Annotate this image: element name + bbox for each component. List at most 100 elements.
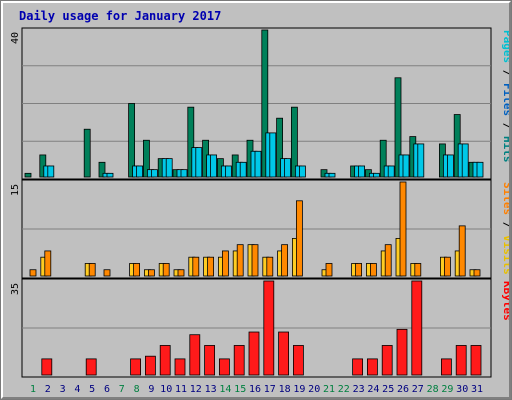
bar-sites-day-17 <box>266 256 274 277</box>
bar-sites-day-18 <box>281 244 289 277</box>
bar-sites-day-8 <box>133 263 141 277</box>
bar-pages-day-21 <box>328 172 336 178</box>
bar-pages-day-27 <box>417 143 425 178</box>
bar-sites-day-13 <box>207 256 215 277</box>
bar-hits-day-25 <box>379 139 387 178</box>
x-tick-label-day-16: 16 <box>249 384 261 395</box>
y-axis-max-label: 40 <box>10 32 21 44</box>
bar-kbytes-day-29 <box>440 358 452 376</box>
bar-pages-day-2 <box>47 165 55 178</box>
bar-sites-day-16 <box>251 244 259 277</box>
x-tick-label-day-22: 22 <box>338 384 350 395</box>
bar-hits-day-19 <box>290 106 298 178</box>
series-legend-label: KBytes <box>501 281 511 321</box>
x-tick-label-day-15: 15 <box>234 384 246 395</box>
bar-pages-day-24 <box>372 172 380 178</box>
bar-pages-day-12 <box>195 147 203 178</box>
bar-sites-day-9 <box>147 269 155 277</box>
x-tick-label-day-27: 27 <box>412 384 424 395</box>
chart-title: Daily usage for January 2017 <box>19 9 221 23</box>
bar-pages-day-31 <box>476 161 484 178</box>
bar-pages-day-25 <box>387 165 395 178</box>
bar-sites-day-6 <box>103 269 111 277</box>
bar-kbytes-day-13 <box>204 345 216 376</box>
x-tick-label-day-2: 2 <box>45 384 51 395</box>
x-tick-label-day-14: 14 <box>219 384 231 395</box>
x-tick-label-day-29: 29 <box>441 384 453 395</box>
bar-sites-day-11 <box>177 269 185 277</box>
bar-hits-day-17 <box>261 29 269 178</box>
x-tick-label-day-7: 7 <box>119 384 125 395</box>
bar-hits-day-9 <box>142 139 150 178</box>
bar-hits-day-12 <box>187 106 195 178</box>
x-tick-label-day-10: 10 <box>160 384 172 395</box>
bar-pages-day-9 <box>150 169 158 178</box>
visits_panel: 15 Sites / Visits <box>10 179 511 279</box>
bar-kbytes-day-5 <box>85 358 97 376</box>
x-tick-label-day-17: 17 <box>264 384 276 395</box>
x-tick-label-day-18: 18 <box>279 384 291 395</box>
bar-sites-day-2 <box>44 250 52 277</box>
bar-kbytes-day-2 <box>41 358 53 376</box>
x-tick-label-day-28: 28 <box>427 384 439 395</box>
bar-pages-day-16 <box>254 150 262 178</box>
x-tick-label-day-30: 30 <box>456 384 468 395</box>
bar-sites-day-30 <box>458 225 466 277</box>
bar-kbytes-day-10 <box>159 345 171 376</box>
y-axis-max-label: 15 <box>10 184 21 196</box>
x-tick-label-day-25: 25 <box>382 384 394 395</box>
bar-hits-day-26 <box>394 77 402 178</box>
bar-kbytes-day-25 <box>381 345 393 376</box>
x-tick-label-day-20: 20 <box>308 384 320 395</box>
y-axis-max-label: 35 <box>10 283 21 295</box>
bar-pages-day-17 <box>269 132 277 178</box>
bar-sites-day-19 <box>295 200 303 277</box>
bar-pages-day-11 <box>180 169 188 178</box>
bar-pages-day-23 <box>358 165 366 178</box>
bar-sites-day-24 <box>369 263 377 277</box>
bar-sites-day-21 <box>325 263 333 277</box>
bar-hits-day-6 <box>98 161 106 178</box>
bar-pages-day-14 <box>224 165 232 178</box>
bar-sites-day-23 <box>355 263 363 277</box>
bar-kbytes-day-30 <box>455 345 467 376</box>
bar-sites-day-29 <box>443 256 451 277</box>
hits_panel: 40 Pages / Files / Hits <box>10 27 511 180</box>
bar-pages-day-18 <box>284 158 292 178</box>
bar-pages-day-30 <box>461 143 469 178</box>
chart-panels: 40 Pages / Files / Hits 15 Sites / Visits 35… <box>10 27 511 378</box>
x-tick-label-day-31: 31 <box>471 384 483 395</box>
x-tick-label-day-24: 24 <box>367 384 379 395</box>
bar-pages-day-6 <box>106 172 114 178</box>
bar-sites-day-5 <box>88 263 96 277</box>
bar-kbytes-day-27 <box>411 280 423 376</box>
bar-pages-day-29 <box>446 154 454 178</box>
bar-pages-day-19 <box>298 165 306 178</box>
x-tick-label-day-19: 19 <box>293 384 305 395</box>
bar-hits-day-8 <box>128 103 135 178</box>
x-tick-label-day-26: 26 <box>397 384 409 395</box>
bar-kbytes-day-26 <box>396 328 408 376</box>
x-tick-label-day-3: 3 <box>60 384 66 395</box>
bar-kbytes-day-18 <box>278 331 290 376</box>
x-tick-label-day-9: 9 <box>148 384 154 395</box>
bar-kbytes-day-12 <box>189 334 201 376</box>
bar-pages-day-26 <box>402 154 410 178</box>
x-tick-label-day-4: 4 <box>74 384 80 395</box>
bar-kbytes-day-9 <box>144 355 156 376</box>
bar-sites-day-25 <box>384 244 392 277</box>
bar-kbytes-day-16 <box>248 331 260 376</box>
x-tick-label-day-8: 8 <box>134 384 140 395</box>
bar-pages-day-8 <box>136 165 144 178</box>
series-legend-label: Pages / Files / Hits <box>501 30 511 163</box>
bar-kbytes-day-19 <box>292 345 304 376</box>
x-tick-label-day-5: 5 <box>89 384 95 395</box>
x-tick-label-day-1: 1 <box>30 384 36 395</box>
bar-kbytes-day-8 <box>130 358 142 376</box>
x-tick-label-day-13: 13 <box>205 384 217 395</box>
x-axis: 1 2 3 4 5 6 7 8 9 10 11 12 13 14 15 16 17 18 19 20 21 22 23 24 2… <box>30 384 483 395</box>
x-tick-label-day-6: 6 <box>104 384 110 395</box>
bar-sites-day-1 <box>29 269 37 277</box>
bar-kbytes-day-23 <box>352 358 364 376</box>
